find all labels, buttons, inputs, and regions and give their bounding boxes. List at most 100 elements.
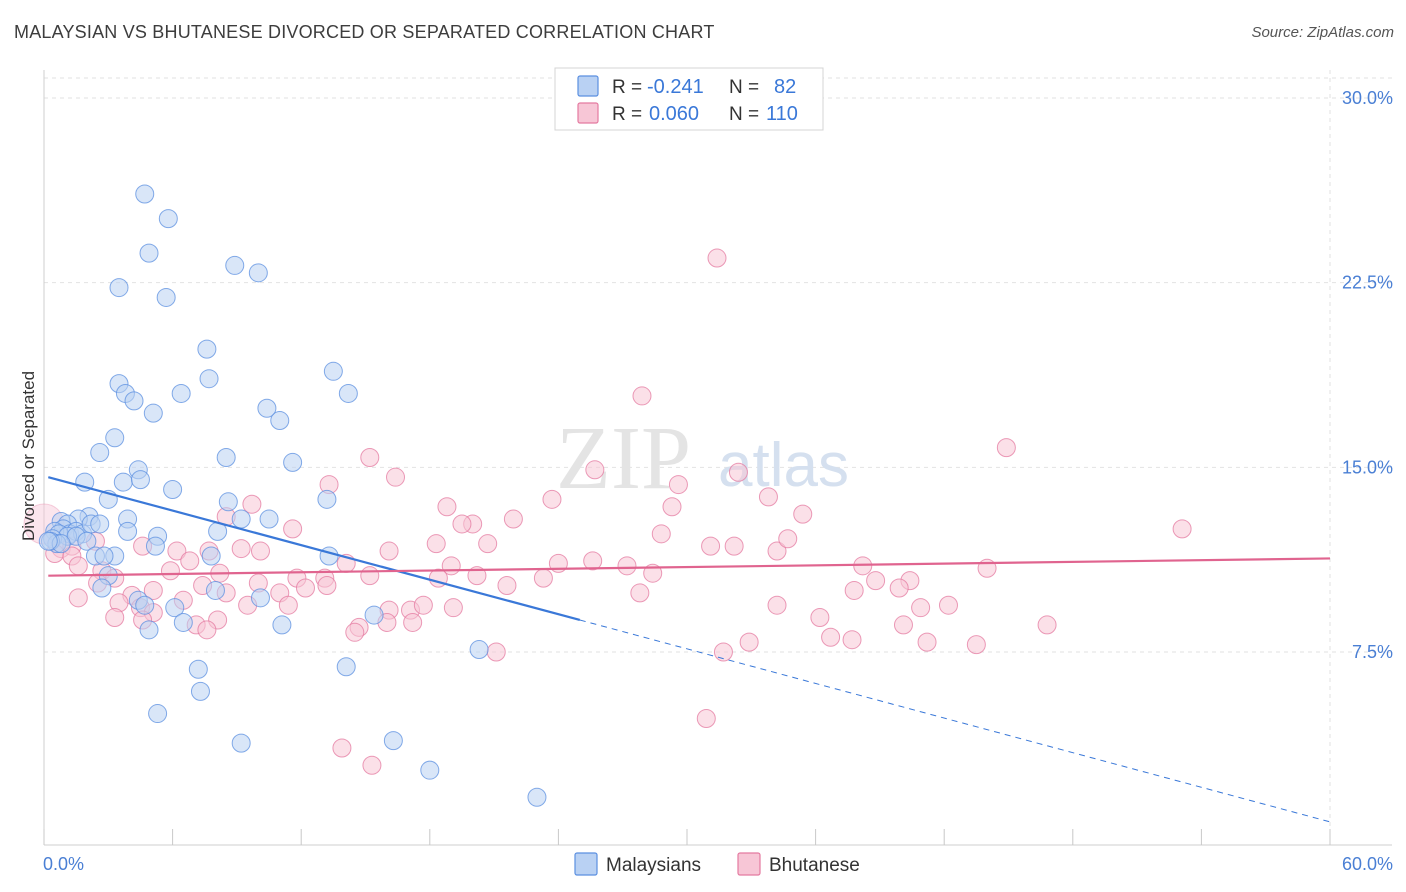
data-point-malaysians (113, 472, 133, 492)
data-point-bhutanese (379, 541, 399, 561)
data-point-bhutanese (105, 608, 125, 628)
legend-item-bhutanese[interactable]: Bhutanese (737, 852, 860, 876)
data-point-malaysians (105, 428, 125, 448)
data-point-malaysians (257, 398, 277, 418)
data-point-bhutanese (917, 632, 937, 652)
data-point-bhutanese (810, 608, 830, 628)
watermark-zip: ZIP (556, 409, 691, 508)
stats-r-label: R = (612, 104, 642, 125)
y-tick-label: 7.5% (1352, 642, 1393, 662)
data-point-malaysians (130, 470, 150, 490)
stats-n-value: 110 (766, 103, 798, 125)
data-point-malaysians (90, 443, 110, 463)
data-point-bhutanese (707, 248, 727, 268)
data-point-bhutanese (767, 541, 787, 561)
stats-row-malaysians: R = -0.241 N = 82 (577, 75, 796, 98)
data-point-bhutanese (437, 497, 457, 517)
x-tick-label: 0.0% (43, 854, 84, 874)
data-point-bhutanese (345, 622, 365, 642)
data-point-bhutanese (724, 536, 744, 556)
stats-r-value: -0.241 (647, 76, 704, 98)
data-point-malaysians (338, 383, 358, 403)
data-point-malaysians (139, 243, 159, 263)
trend-lines (48, 476, 1331, 823)
data-point-malaysians (90, 514, 110, 534)
data-point-bhutanese (1172, 519, 1192, 539)
data-point-malaysians (171, 383, 191, 403)
y-tick-label: 15.0% (1342, 457, 1393, 477)
data-point-bhutanese (486, 642, 506, 662)
data-point-malaysians (143, 403, 163, 423)
stats-r-label: R = (612, 77, 642, 98)
data-point-malaysians (135, 595, 155, 615)
trend-line-bhutanese (48, 557, 1331, 577)
data-point-bhutanese (630, 583, 650, 603)
data-point-bhutanese (632, 386, 652, 406)
y-tick-label: 22.5% (1342, 273, 1393, 293)
data-point-bhutanese (360, 447, 380, 467)
data-point-malaysians (201, 546, 221, 566)
data-point-malaysians (148, 704, 168, 724)
data-point-bhutanese (467, 566, 487, 586)
data-point-malaysians (124, 391, 144, 411)
data-point-bhutanese (889, 578, 909, 598)
data-point-bhutanese (413, 595, 433, 615)
data-point-bhutanese (938, 595, 958, 615)
data-point-malaysians (197, 339, 217, 359)
data-point-bhutanese (1037, 615, 1057, 635)
data-point-malaysians (173, 612, 193, 632)
stats-r-value: 0.060 (649, 103, 699, 125)
legend-item-malaysians[interactable]: Malaysians (574, 852, 701, 876)
data-point-malaysians (231, 509, 251, 529)
data-point-bhutanese (696, 708, 716, 728)
data-point-malaysians (336, 657, 356, 677)
x-tick-labels: 0.0% 60.0% (43, 854, 1393, 874)
data-point-bhutanese (143, 580, 163, 600)
data-point-bhutanese (701, 536, 721, 556)
data-point-bhutanese (651, 524, 671, 544)
data-point-bhutanese (497, 576, 517, 596)
data-point-bhutanese (643, 563, 663, 583)
data-point-bhutanese (403, 612, 423, 632)
data-point-malaysians (118, 521, 138, 541)
stats-row-bhutanese: R = 0.060 N = 110 (577, 102, 798, 125)
data-point-bhutanese (362, 755, 382, 775)
data-point-malaysians (420, 760, 440, 780)
data-point-bhutanese (332, 738, 352, 758)
data-point-bhutanese (583, 551, 603, 571)
data-point-bhutanese (452, 514, 472, 534)
data-point-malaysians (231, 733, 251, 753)
data-point-bhutanese (242, 494, 262, 514)
data-point-malaysians (94, 546, 114, 566)
y-axis-label: Divorced or Separated (19, 371, 38, 541)
data-point-bhutanese (617, 556, 637, 576)
stats-n-label: N = (729, 77, 759, 98)
data-point-bhutanese (386, 467, 406, 487)
data-point-bhutanese (542, 489, 562, 509)
data-point-bhutanese (668, 475, 688, 495)
data-point-malaysians (188, 659, 208, 679)
data-point-malaysians (135, 184, 155, 204)
data-point-bhutanese (778, 529, 798, 549)
data-point-malaysians (165, 598, 185, 618)
data-point-bhutanese (842, 630, 862, 650)
data-point-malaysians (527, 787, 547, 807)
source-label: Source: ZipAtlas.com (1251, 24, 1394, 41)
data-point-bhutanese (911, 598, 931, 618)
data-point-malaysians (38, 531, 58, 551)
data-point-bhutanese (283, 519, 303, 539)
data-point-malaysians (163, 479, 183, 499)
data-point-bhutanese (197, 620, 217, 640)
data-point-bhutanese (821, 627, 841, 647)
data-point-bhutanese (68, 588, 88, 608)
stats-n-label: N = (729, 104, 759, 125)
legend-label-bhutanese: Bhutanese (769, 855, 860, 876)
data-point-malaysians (77, 531, 97, 551)
data-point-malaysians (259, 509, 279, 529)
data-point-malaysians (190, 681, 210, 701)
legend-swatch-malaysians (574, 852, 598, 876)
data-point-malaysians (317, 489, 337, 509)
data-point-malaysians (139, 620, 159, 640)
data-point-bhutanese (758, 487, 778, 507)
